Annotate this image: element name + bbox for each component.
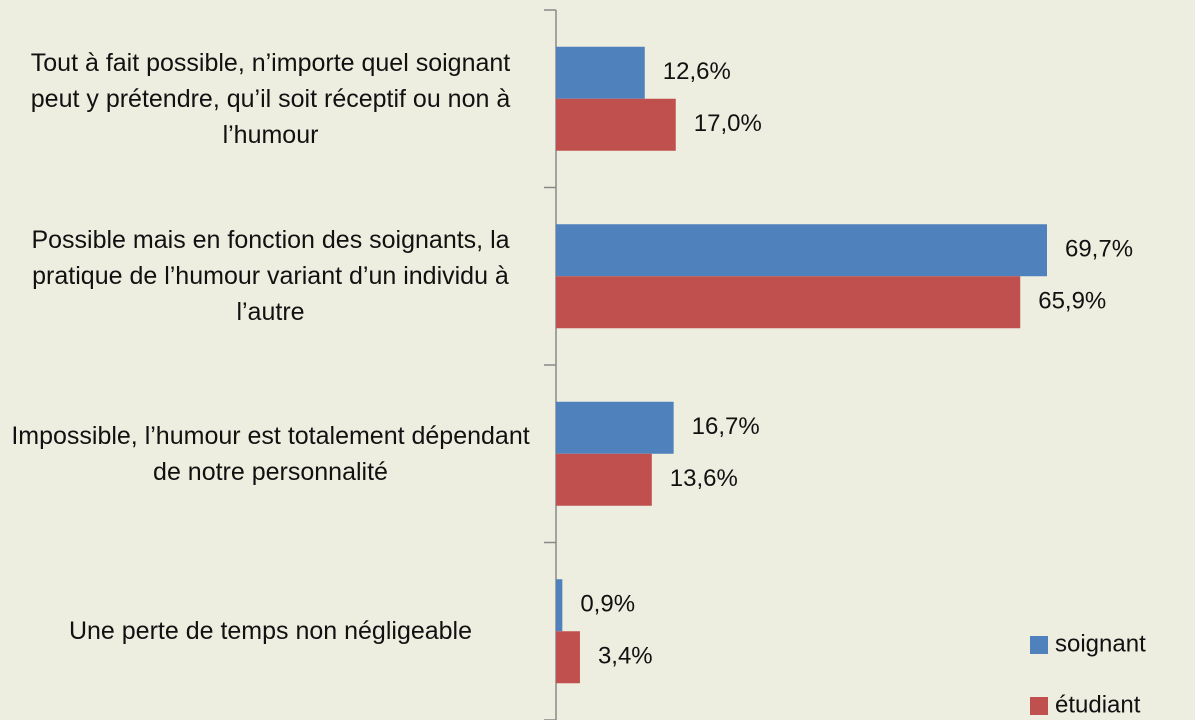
legend-swatch [1030, 697, 1048, 715]
value-label: 0,9% [580, 591, 635, 618]
category-label: Possible mais en fonction des soignants,… [31, 226, 510, 327]
bar [556, 46, 645, 99]
value-label: 69,7% [1065, 236, 1133, 263]
bar [556, 401, 674, 454]
bar [556, 631, 580, 684]
legend-label: soignant [1055, 630, 1146, 657]
value-label: 16,7% [692, 413, 760, 440]
legend-label: étudiant [1055, 691, 1141, 718]
bar [556, 98, 676, 151]
bar [556, 224, 1047, 277]
category-label: Tout à fait possible, n’importe quel soi… [30, 48, 511, 149]
legend-swatch [1030, 636, 1048, 654]
value-label: 3,4% [598, 643, 653, 670]
bar [556, 276, 1021, 329]
value-label: 65,9% [1038, 288, 1106, 315]
bar [556, 453, 652, 506]
category-label: Impossible, l’humour est totalement dépe… [11, 421, 530, 486]
value-label: 12,6% [663, 58, 731, 85]
value-label: 13,6% [670, 465, 738, 492]
value-label: 17,0% [694, 110, 762, 137]
bar [556, 579, 563, 632]
category-label: Une perte de temps non négligeable [68, 617, 473, 646]
